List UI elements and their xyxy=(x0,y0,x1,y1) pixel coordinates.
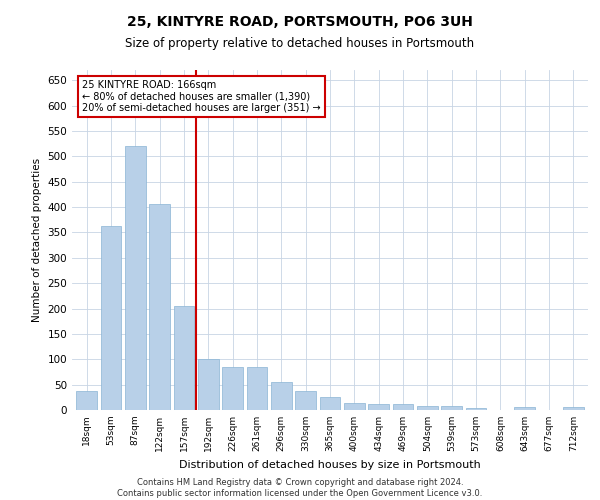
Bar xyxy=(149,204,170,410)
Bar xyxy=(247,367,268,410)
Bar xyxy=(466,408,487,410)
Bar xyxy=(417,406,438,410)
Bar xyxy=(442,406,462,410)
Text: Contains HM Land Registry data © Crown copyright and database right 2024.
Contai: Contains HM Land Registry data © Crown c… xyxy=(118,478,482,498)
Text: 25, KINTYRE ROAD, PORTSMOUTH, PO6 3UH: 25, KINTYRE ROAD, PORTSMOUTH, PO6 3UH xyxy=(127,15,473,29)
Text: 25 KINTYRE ROAD: 166sqm
← 80% of detached houses are smaller (1,390)
20% of semi: 25 KINTYRE ROAD: 166sqm ← 80% of detache… xyxy=(82,80,321,114)
Bar xyxy=(368,404,389,410)
Bar xyxy=(198,360,218,410)
Bar xyxy=(392,404,413,410)
Bar xyxy=(101,226,121,410)
X-axis label: Distribution of detached houses by size in Portsmouth: Distribution of detached houses by size … xyxy=(179,460,481,469)
Bar xyxy=(295,391,316,410)
Bar xyxy=(320,398,340,410)
Bar xyxy=(514,408,535,410)
Bar xyxy=(271,382,292,410)
Text: Size of property relative to detached houses in Portsmouth: Size of property relative to detached ho… xyxy=(125,38,475,51)
Bar xyxy=(76,391,97,410)
Bar xyxy=(344,404,365,410)
Y-axis label: Number of detached properties: Number of detached properties xyxy=(32,158,42,322)
Bar xyxy=(173,306,194,410)
Bar xyxy=(563,408,584,410)
Bar xyxy=(222,367,243,410)
Bar xyxy=(125,146,146,410)
